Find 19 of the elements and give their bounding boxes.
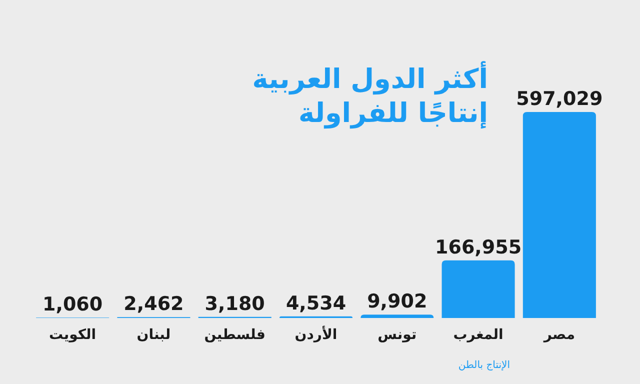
- x-tick-label: المغرب: [453, 327, 504, 343]
- chart-title: أكثر الدول العربية إنتاجًا للفراولة: [252, 61, 488, 129]
- x-tick-label: الكويت: [49, 327, 96, 343]
- x-tick-label: مصر: [542, 327, 576, 343]
- x-tick-label: فلسطين: [204, 327, 266, 343]
- data-label: 597,029: [516, 88, 603, 110]
- bar: [360, 314, 434, 318]
- x-tick-label: الأردن: [294, 325, 338, 343]
- x-tick-label: لبنان: [136, 327, 171, 343]
- bar: [442, 260, 515, 318]
- text: الإنتاج بالطن: [458, 360, 510, 371]
- data-label: 4,534: [286, 292, 346, 314]
- data-label: 2,462: [124, 293, 184, 316]
- data-label: 166,955: [435, 236, 522, 258]
- bar: [522, 112, 596, 318]
- data-label: 3,180: [204, 292, 265, 315]
- x-tick-label: تونس: [378, 327, 417, 343]
- data-label: 1,060: [42, 294, 103, 316]
- data-label: 9,902: [367, 290, 428, 313]
